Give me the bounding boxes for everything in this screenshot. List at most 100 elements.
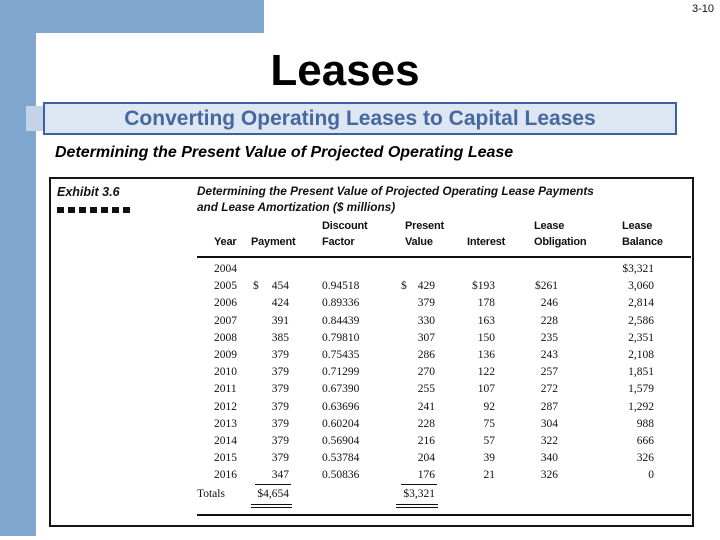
exhibit-label: Exhibit 3.6 (57, 185, 120, 199)
cell-discount-factor: 0.84439 (322, 314, 360, 327)
table-row: 2008 385 0.79810 307 150 235 2,351 (51, 332, 696, 349)
payment-subtotal-rule (255, 484, 291, 485)
cell-interest: 107 (477, 383, 495, 396)
cell-present-value: 216 (417, 435, 435, 447)
cell-discount-factor: 0.75435 (322, 349, 360, 361)
cell-payment: 454 (271, 280, 289, 293)
cell-year: 2011 (214, 383, 237, 396)
cell-present-value-sign: $ (401, 280, 407, 293)
cell-year: 2009 (214, 349, 237, 361)
cell-payment: 379 (271, 349, 289, 361)
cell-interest: 57 (483, 435, 496, 447)
cell-lease-obligation: 246 (540, 297, 558, 310)
cell-lease-balance: $3,321 (622, 263, 654, 275)
cell-present-value: 379 (417, 297, 435, 310)
cell-lease-balance: 2,814 (628, 297, 654, 310)
table-row: 2015 379 0.53784 204 39 340 326 (51, 452, 696, 469)
exhibit-box: Exhibit 3.6 Determining the Present Valu… (49, 177, 694, 527)
cell-year: 2014 (214, 435, 237, 447)
cell-discount-factor: 0.60204 (322, 417, 360, 430)
left-accent-bar (0, 0, 36, 536)
cell-discount-factor: 0.67390 (322, 383, 360, 396)
cell-year: 2008 (214, 331, 237, 344)
cell-lease-balance: 326 (636, 452, 654, 465)
slide-title: Leases (270, 46, 420, 95)
table-row: 2006 424 0.89336 379 178 246 2,814 (51, 297, 696, 314)
table-row: 2011 379 0.67390 255 107 272 1,579 (51, 383, 696, 400)
cell-interest: 75 (483, 417, 496, 430)
col-header-balance-line1: Lease (622, 220, 653, 232)
cell-discount-factor: 0.79810 (322, 331, 360, 344)
col-header-obligation-line2: Obligation (534, 236, 587, 248)
col-header-obligation-line1: Lease (534, 220, 565, 232)
cell-lease-obligation: 326 (540, 469, 558, 482)
cell-year: 2012 (214, 400, 237, 413)
cell-interest: 21 (483, 469, 496, 482)
cell-discount-factor: 0.89336 (322, 297, 360, 310)
cell-interest: 122 (477, 366, 495, 379)
table-bottom-rule (197, 514, 691, 516)
cell-lease-obligation: 322 (540, 435, 558, 447)
cell-present-value: 204 (417, 452, 435, 465)
cell-lease-balance: 666 (636, 435, 654, 447)
cell-lease-obligation: 272 (540, 383, 558, 396)
cell-present-value: 270 (417, 366, 435, 379)
cell-payment: 379 (271, 435, 289, 447)
cell-year: 2013 (214, 417, 237, 430)
cell-present-value: 429 (417, 280, 435, 293)
cell-interest: 150 (477, 331, 495, 344)
cell-year: 2004 (214, 263, 237, 275)
cell-lease-balance: 0 (648, 469, 654, 482)
cell-lease-balance: 2,586 (628, 314, 654, 327)
cell-lease-obligation: 235 (540, 331, 558, 344)
cell-lease-obligation: 304 (540, 417, 558, 430)
cell-year: 2015 (214, 452, 237, 465)
cell-lease-obligation: 257 (540, 366, 558, 379)
col-header-payment: Payment (251, 236, 296, 248)
totals-row: Totals $4,654 $3,321 (51, 488, 696, 505)
cell-lease-balance: 988 (636, 417, 654, 430)
cell-interest: 92 (483, 400, 496, 413)
slide-subtitle: Determining the Present Value of Project… (55, 144, 514, 161)
cell-present-value: 176 (417, 469, 435, 482)
cell-discount-factor: 0.63696 (322, 400, 360, 413)
cell-interest: 163 (477, 314, 495, 327)
cell-year: 2007 (214, 314, 237, 327)
table-row: 2007 391 0.84439 330 163 228 2,586 (51, 315, 696, 332)
exhibit-squares-decoration (57, 207, 130, 213)
table-row: 2012 379 0.63696 241 92 287 1,292 (51, 401, 696, 418)
totals-present-value: $3,321 (403, 488, 435, 500)
cell-lease-balance: 2,351 (628, 331, 654, 344)
cell-lease-balance: 3,060 (628, 280, 654, 293)
banner-left-tab (26, 106, 44, 131)
cell-present-value: 255 (417, 383, 435, 396)
present-value-total-double-rule (396, 504, 438, 508)
col-header-year: Year (214, 236, 237, 248)
top-accent-rect (0, 0, 264, 33)
col-header-present-line1: Present (405, 220, 444, 232)
cell-payment: 379 (271, 383, 289, 396)
cell-interest: 136 (477, 349, 495, 361)
cell-payment: 379 (271, 452, 289, 465)
cell-payment: 379 (271, 366, 289, 379)
totals-label: Totals (197, 488, 225, 500)
cell-discount-factor: 0.71299 (322, 366, 360, 379)
cell-payment: 379 (271, 400, 289, 413)
cell-payment: 379 (271, 417, 289, 430)
cell-lease-obligation: $261 (535, 280, 558, 293)
cell-interest: 39 (483, 452, 496, 465)
present-value-subtotal-rule (401, 484, 437, 485)
cell-lease-balance: 2,108 (628, 349, 654, 361)
cell-payment: 347 (271, 469, 289, 482)
cell-discount-factor: 0.50836 (322, 469, 360, 482)
cell-payment: 391 (271, 314, 289, 327)
cell-lease-obligation: 287 (540, 400, 558, 413)
table-row: 2009 379 0.75435 286 136 243 2,108 (51, 349, 696, 366)
col-header-balance-line2: Balance (622, 236, 663, 248)
cell-present-value: 228 (417, 417, 435, 430)
cell-present-value: 241 (417, 400, 435, 413)
cell-discount-factor: 0.53784 (322, 452, 360, 465)
col-header-discount-line2: Factor (322, 236, 355, 248)
cell-interest: 178 (477, 297, 495, 310)
cell-lease-obligation: 243 (540, 349, 558, 361)
